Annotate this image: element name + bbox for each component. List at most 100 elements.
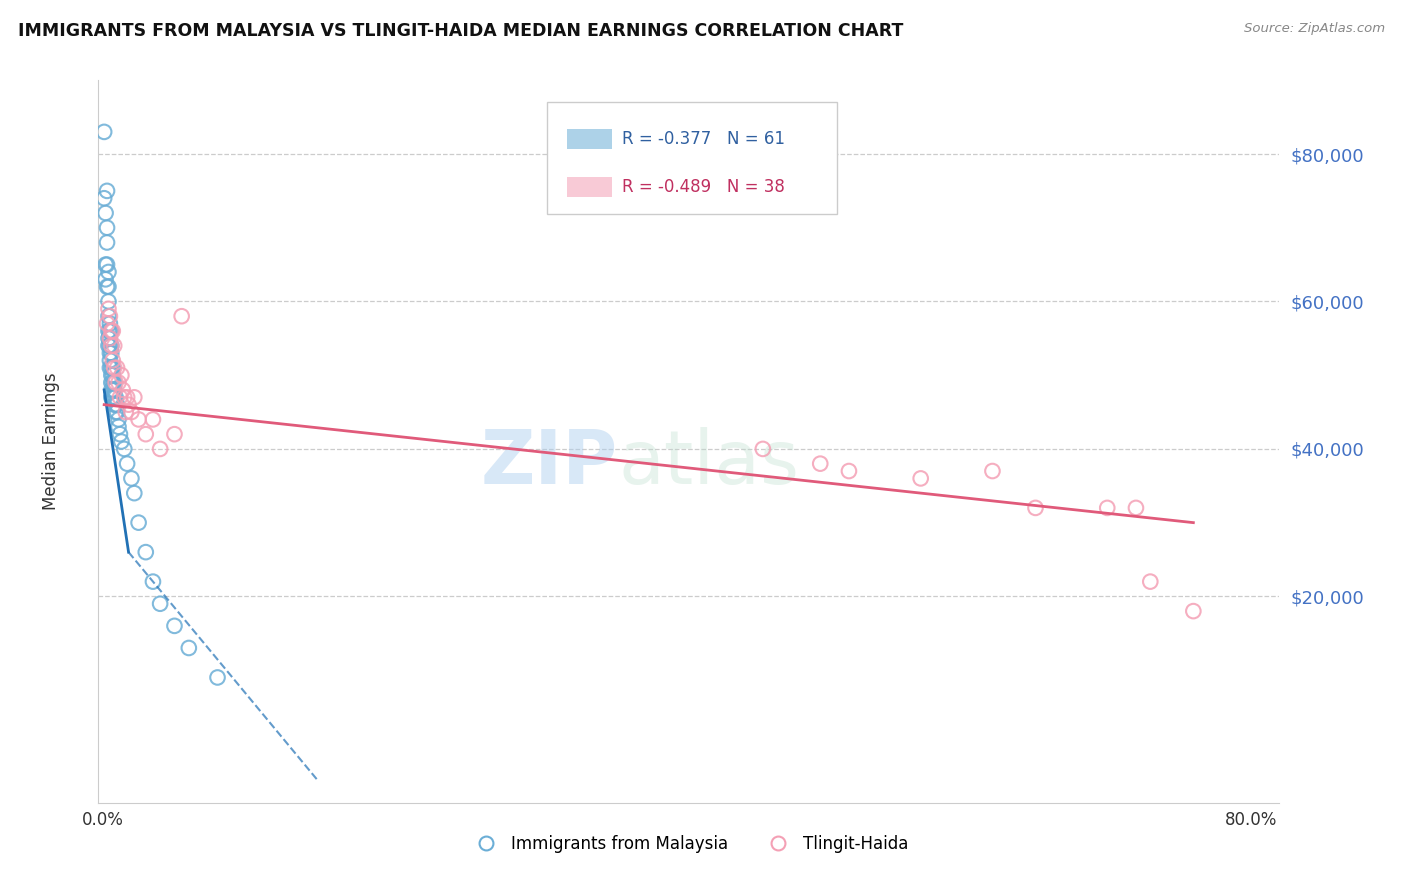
Point: [107, 376, 129, 390]
Point: [110, 434, 132, 449]
Point: [110, 368, 132, 383]
Point: [100, 346, 122, 360]
Point: [105, 398, 128, 412]
Point: [98, 346, 121, 360]
Point: [98, 324, 121, 338]
Point: [112, 390, 135, 404]
Point: [97, 265, 120, 279]
Point: [100, 324, 122, 338]
Point: [124, 486, 146, 500]
Point: [107, 412, 129, 426]
Point: [149, 442, 172, 456]
Point: [98, 317, 121, 331]
Point: [100, 368, 122, 383]
Text: ZIP: ZIP: [481, 426, 619, 500]
Point: [98, 360, 121, 375]
Point: [97, 301, 120, 316]
Point: [103, 339, 125, 353]
Point: [97, 324, 120, 338]
Point: [101, 376, 124, 390]
Point: [94, 258, 117, 272]
Point: [135, 545, 157, 559]
Point: [104, 390, 127, 404]
Point: [94, 272, 117, 286]
Point: [96, 317, 118, 331]
Point: [96, 235, 118, 250]
Point: [105, 360, 128, 375]
Point: [107, 419, 129, 434]
Point: [97, 279, 120, 293]
Point: [1139, 574, 1161, 589]
Point: [103, 383, 125, 397]
Text: Source: ZipAtlas.com: Source: ZipAtlas.com: [1244, 22, 1385, 36]
Point: [96, 220, 118, 235]
Point: [97, 339, 120, 353]
Point: [103, 390, 125, 404]
Point: [96, 184, 118, 198]
Text: R = -0.377   N = 61: R = -0.377 N = 61: [621, 130, 785, 148]
Point: [112, 442, 135, 456]
Point: [103, 360, 125, 375]
Text: atlas: atlas: [619, 426, 799, 500]
Point: [1125, 500, 1147, 515]
Legend: Immigrants from Malaysia, Tlingit-Haida: Immigrants from Malaysia, Tlingit-Haida: [463, 828, 915, 860]
Point: [98, 331, 121, 345]
Point: [98, 331, 121, 345]
Point: [838, 464, 860, 478]
Text: Median Earnings: Median Earnings: [42, 373, 60, 510]
Point: [170, 309, 193, 323]
Point: [100, 376, 122, 390]
Point: [115, 390, 138, 404]
Point: [117, 398, 139, 412]
Point: [101, 390, 124, 404]
Point: [111, 383, 134, 397]
Point: [97, 309, 120, 323]
Point: [128, 516, 150, 530]
Point: [100, 360, 122, 375]
Point: [1097, 500, 1119, 515]
Point: [1182, 604, 1205, 618]
Point: [105, 405, 128, 419]
Point: [98, 309, 121, 323]
Point: [97, 331, 120, 345]
Point: [98, 353, 121, 368]
Point: [981, 464, 1004, 478]
Point: [100, 390, 122, 404]
Point: [108, 390, 131, 404]
Point: [808, 457, 831, 471]
Point: [1024, 500, 1046, 515]
Point: [93, 125, 115, 139]
Point: [104, 398, 127, 412]
Point: [101, 360, 124, 375]
Point: [115, 457, 138, 471]
Point: [101, 324, 124, 338]
Text: IMMIGRANTS FROM MALAYSIA VS TLINGIT-HAIDA MEDIAN EARNINGS CORRELATION CHART: IMMIGRANTS FROM MALAYSIA VS TLINGIT-HAID…: [18, 22, 904, 40]
Point: [120, 405, 142, 419]
Point: [142, 574, 165, 589]
Point: [96, 279, 118, 293]
Point: [103, 398, 125, 412]
Text: R = -0.489   N = 38: R = -0.489 N = 38: [621, 178, 785, 196]
Point: [124, 390, 146, 404]
FancyBboxPatch shape: [567, 178, 612, 197]
Point: [177, 640, 200, 655]
Point: [98, 339, 121, 353]
Point: [101, 368, 124, 383]
Point: [100, 324, 122, 338]
Point: [101, 353, 124, 368]
Point: [100, 339, 122, 353]
Point: [142, 412, 165, 426]
FancyBboxPatch shape: [567, 129, 612, 149]
Point: [163, 619, 186, 633]
Point: [149, 597, 172, 611]
Point: [910, 471, 932, 485]
Point: [207, 670, 229, 684]
FancyBboxPatch shape: [547, 102, 837, 214]
Point: [100, 339, 122, 353]
Point: [128, 412, 150, 426]
Point: [114, 405, 136, 419]
Point: [108, 427, 131, 442]
Point: [752, 442, 775, 456]
Point: [135, 427, 157, 442]
Point: [120, 471, 142, 485]
